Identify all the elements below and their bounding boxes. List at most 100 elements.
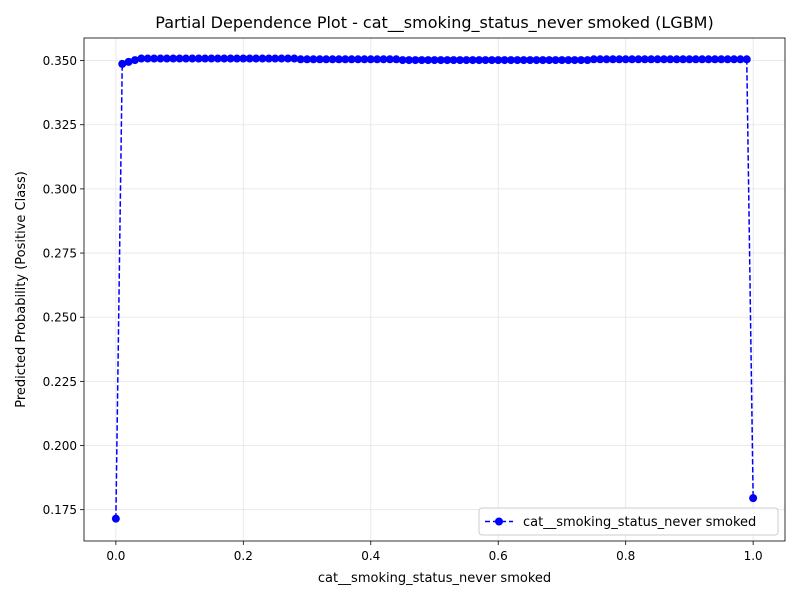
data-point	[207, 54, 216, 63]
data-point	[188, 54, 197, 63]
legend: cat__smoking_status_never smoked	[478, 507, 779, 536]
data-point	[239, 54, 248, 63]
data-point	[723, 55, 732, 64]
data-point	[519, 56, 528, 65]
ticks-layer: 0.0 0.2 0.4 0.6 0.8 1.0 0.175 0.200 0.225 0.250 0.…	[43, 54, 763, 563]
data-point	[602, 55, 611, 64]
data-point	[449, 56, 458, 65]
data-point	[347, 55, 356, 64]
data-point	[487, 56, 496, 65]
data-point	[252, 54, 261, 63]
data-point	[271, 54, 280, 63]
data-point	[628, 55, 637, 64]
y-tick-label: 0.250	[43, 311, 77, 325]
x-tick-label: 0.8	[616, 549, 635, 563]
data-point	[557, 56, 566, 65]
data-point	[360, 55, 369, 64]
data-point	[704, 55, 713, 64]
data-point	[366, 55, 375, 64]
data-point	[730, 55, 739, 64]
data-point	[583, 56, 592, 65]
data-point	[596, 55, 605, 64]
data-point	[634, 55, 643, 64]
data-point	[309, 55, 318, 64]
data-point	[398, 56, 407, 65]
data-point	[717, 55, 726, 64]
data-point	[162, 54, 171, 63]
data-point	[481, 56, 490, 65]
data-point	[201, 54, 210, 63]
data-point	[513, 56, 522, 65]
data-point	[181, 54, 190, 63]
data-point	[443, 56, 452, 65]
data-point	[494, 56, 503, 65]
data-point	[589, 55, 598, 64]
data-point	[736, 55, 745, 64]
data-point	[322, 55, 331, 64]
data-point	[334, 55, 343, 64]
legend-label: cat__smoking_status_never smoked	[523, 515, 756, 530]
data-point	[137, 54, 146, 63]
data-point	[538, 56, 547, 65]
y-tick-label: 0.350	[43, 54, 77, 68]
data-point	[130, 56, 139, 65]
data-point	[220, 54, 229, 63]
data-point	[685, 55, 694, 64]
x-tick-label: 0.0	[106, 549, 125, 563]
data-point	[659, 55, 668, 64]
data-point	[666, 55, 675, 64]
y-tick-label: 0.200	[43, 439, 77, 453]
data-point	[577, 56, 586, 65]
data-point	[290, 54, 299, 63]
data-point	[506, 56, 515, 65]
y-axis-label: Predicted Probability (Positive Class)	[14, 171, 29, 408]
data-point	[455, 56, 464, 65]
data-point	[213, 54, 222, 63]
data-point	[354, 55, 363, 64]
data-point	[226, 54, 235, 63]
data-point	[315, 55, 324, 64]
data-point	[175, 54, 184, 63]
data-point	[405, 56, 414, 65]
x-axis-label: cat__smoking_status_never smoked	[318, 571, 551, 586]
data-point	[143, 54, 152, 63]
data-point	[545, 56, 554, 65]
data-point	[475, 56, 484, 65]
x-tick-label: 0.6	[489, 549, 508, 563]
data-point	[653, 55, 662, 64]
x-tick-label: 0.4	[361, 549, 380, 563]
data-point	[430, 56, 439, 65]
data-point	[232, 54, 241, 63]
data-point	[303, 55, 312, 64]
data-point	[392, 55, 401, 64]
data-point	[283, 54, 292, 63]
data-point	[647, 55, 656, 64]
data-point	[621, 55, 630, 64]
data-point	[169, 54, 178, 63]
y-tick-label: 0.325	[43, 118, 77, 132]
series-layer	[111, 54, 758, 523]
data-point	[679, 55, 688, 64]
data-point	[296, 55, 305, 64]
data-point	[124, 57, 133, 66]
data-point	[608, 55, 617, 64]
data-point	[526, 56, 535, 65]
data-point	[118, 59, 127, 68]
x-tick-label: 0.2	[234, 549, 253, 563]
data-point	[691, 55, 700, 64]
data-point	[411, 56, 420, 65]
data-point	[640, 55, 649, 64]
data-point	[570, 56, 579, 65]
data-point	[379, 55, 388, 64]
data-point	[532, 56, 541, 65]
data-point	[742, 55, 751, 64]
data-point	[111, 514, 120, 523]
data-point	[749, 494, 758, 503]
data-point	[277, 54, 286, 63]
data-point	[672, 55, 681, 64]
legend-box	[478, 507, 779, 536]
data-point	[156, 54, 165, 63]
